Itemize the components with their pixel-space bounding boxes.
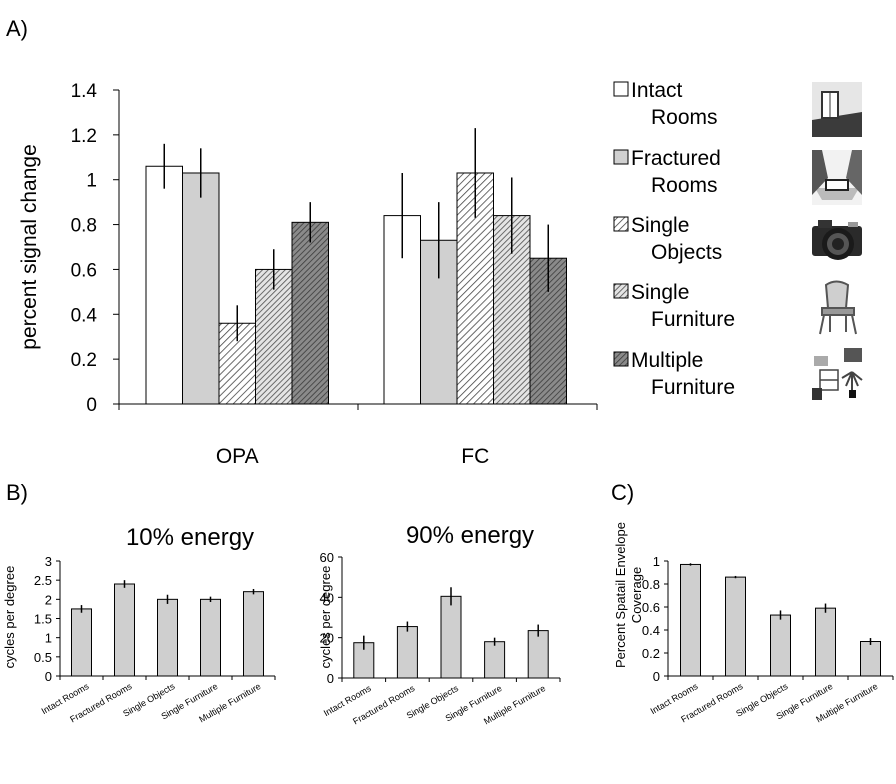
bar-opa-multiple-furniture xyxy=(291,221,329,405)
y-tick-label: 0 xyxy=(653,669,660,684)
y-tick-label: 0.2 xyxy=(642,646,660,661)
y-axis-label: cycles per degree xyxy=(318,566,333,669)
chair-photo-icon xyxy=(819,280,857,335)
room-photo-icon xyxy=(812,82,862,137)
bar-intact-rooms xyxy=(71,608,92,677)
bar-single-furniture xyxy=(484,641,506,679)
bar-opa-single-furniture xyxy=(255,268,293,405)
y-axis-label: Percent Spatail Envelope xyxy=(613,522,628,668)
chart-a-signal-change: 0 0.2 0.4 0.6 0.8 1 1.2 1.4 percent signal chang… xyxy=(18,81,598,468)
legend-label-fractured-1: Fractured xyxy=(631,147,721,170)
y-tick-label: 2 xyxy=(45,592,52,607)
y-tick-label: 0 xyxy=(86,395,97,416)
bar-fractured-rooms xyxy=(725,576,746,677)
legend-label-intact-2: Rooms xyxy=(651,106,718,129)
panel-label-a: A) xyxy=(6,16,28,41)
y-tick-label: 0.5 xyxy=(34,650,52,665)
y-axis-label: percent signal change xyxy=(18,144,41,349)
bar-intact-rooms xyxy=(680,563,701,677)
y-tick-label: 0.6 xyxy=(642,600,660,615)
y-tick-label: 0.8 xyxy=(642,577,660,592)
legend-swatch-multiple-furniture xyxy=(613,351,629,367)
legend-swatch-single-furniture xyxy=(613,283,629,299)
y-tick-label: 20 xyxy=(320,631,334,646)
chart-a-legend: Intact Rooms Fractured Rooms Single Obje… xyxy=(613,79,863,400)
y-tick-label: 0 xyxy=(45,669,52,684)
y-axis-label: Coverage xyxy=(629,567,644,623)
bar-single-objects xyxy=(770,614,791,677)
y-tick-label: 1 xyxy=(653,554,660,569)
y-tick-label: 0.2 xyxy=(71,350,97,371)
legend-label-multiple-furniture-1: Multiple xyxy=(631,349,703,372)
legend-label-single-objects-1: Single xyxy=(631,214,689,237)
y-tick-label: 60 xyxy=(320,550,334,565)
bar-fractured-rooms xyxy=(114,583,135,677)
chart-title: 90% energy xyxy=(406,522,534,549)
furniture-collage-icon xyxy=(812,348,863,400)
bar-opa-fractured-rooms xyxy=(182,172,220,405)
chart-title: 10% energy xyxy=(126,524,254,551)
fractured-room-photo-icon xyxy=(812,150,862,205)
y-tick-label: 1.2 xyxy=(71,126,97,147)
legend-label-fractured-2: Rooms xyxy=(651,174,718,197)
camera-photo-icon xyxy=(812,220,862,260)
panel-label-b: B) xyxy=(6,480,28,505)
legend-swatch-intact-rooms xyxy=(613,81,629,97)
y-tick-label: 1.5 xyxy=(34,612,52,627)
x-category-label-opa: OPA xyxy=(216,445,259,468)
y-tick-label: 1.4 xyxy=(71,81,98,102)
y-tick-label: 40 xyxy=(320,590,334,605)
bar-multiple-furniture xyxy=(527,630,549,679)
bar-single-objects xyxy=(440,595,462,679)
y-tick-label: 3 xyxy=(45,554,52,569)
bar-multiple-furniture xyxy=(243,591,264,677)
x-category-label-fc: FC xyxy=(461,445,489,468)
y-tick-label: 0.8 xyxy=(71,216,97,237)
legend-label-intact-1: Intact xyxy=(631,79,683,102)
legend-swatch-single-objects xyxy=(613,216,629,232)
panel-label-c: C) xyxy=(611,480,634,505)
y-tick-label: 2.5 xyxy=(34,573,52,588)
y-tick-label: 0.4 xyxy=(642,623,660,638)
bar-single-furniture xyxy=(815,607,836,677)
y-axis-label: cycles per degree xyxy=(2,566,17,669)
bar-single-objects xyxy=(157,598,178,677)
y-tick-label: 0.6 xyxy=(71,260,97,281)
legend-label-multiple-furniture-2: Furniture xyxy=(651,376,735,399)
y-tick-label: 0.4 xyxy=(71,305,98,326)
y-tick-label: 1 xyxy=(86,171,97,192)
legend-label-single-furniture-1: Single xyxy=(631,281,689,304)
y-tick-label: 0 xyxy=(327,671,334,686)
legend-swatch-fractured-rooms xyxy=(613,149,629,165)
bar-opa-intact-rooms xyxy=(145,165,183,405)
legend-label-single-furniture-2: Furniture xyxy=(651,308,735,331)
legend-label-single-objects-2: Objects xyxy=(651,241,722,264)
bar-multiple-furniture xyxy=(860,641,881,677)
y-tick-label: 1 xyxy=(45,631,52,646)
bar-single-furniture xyxy=(200,598,221,677)
bar-fractured-rooms xyxy=(396,626,418,679)
